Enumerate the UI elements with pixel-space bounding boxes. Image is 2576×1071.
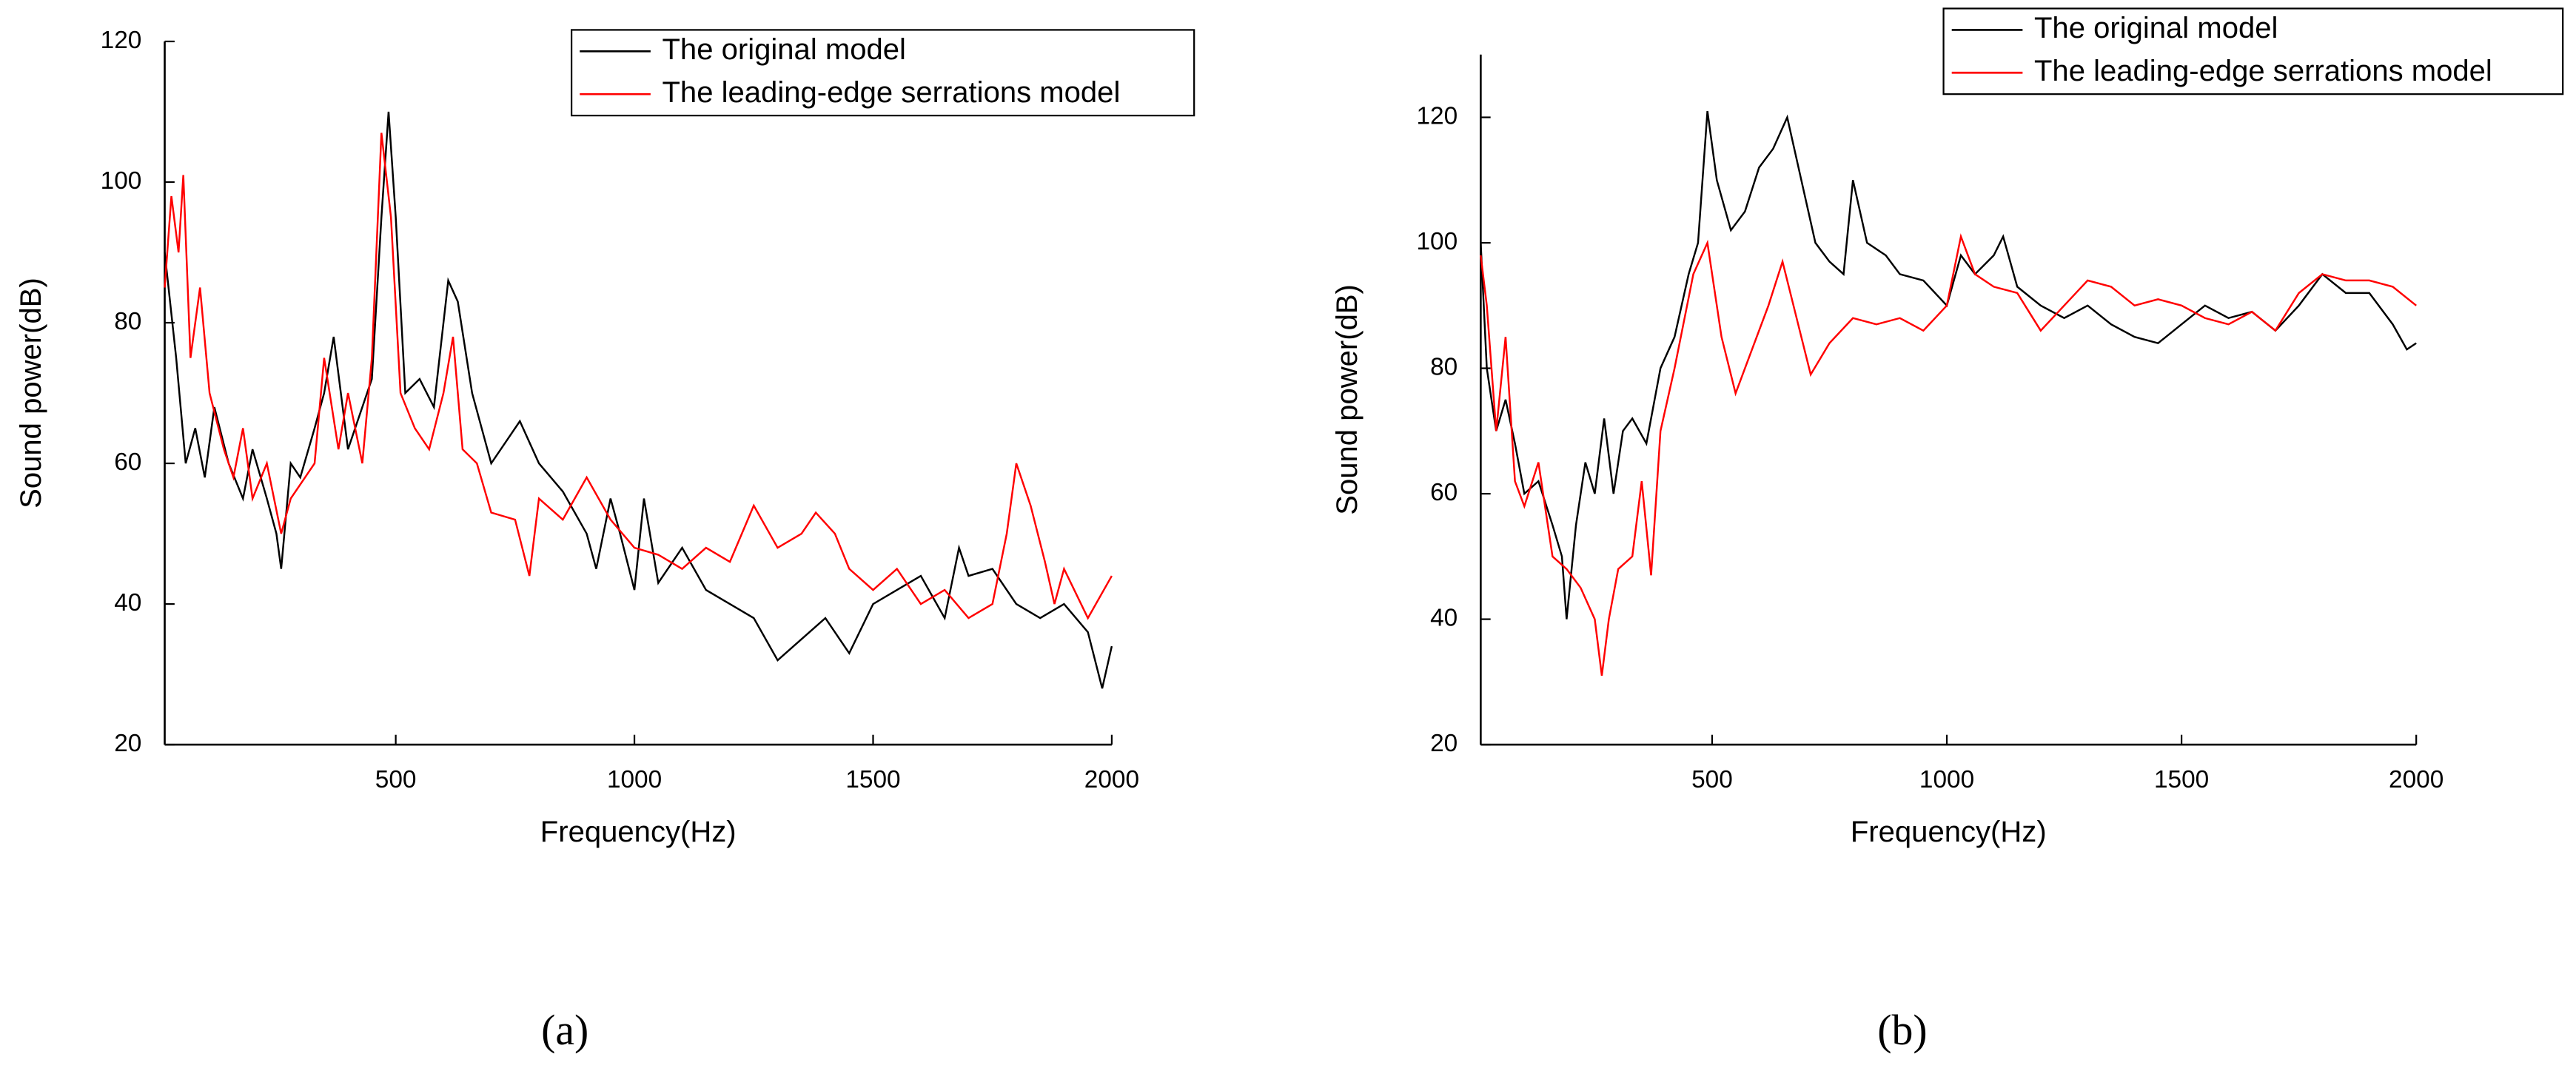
x-axis-label: Frequency(Hz) (1851, 816, 2047, 848)
data-line (164, 132, 1113, 620)
y-axis-label: Sound power(dB) (15, 278, 47, 508)
x-axis-label: Frequency(Hz) (540, 816, 737, 848)
data-line (164, 111, 1113, 689)
x-tick-label: 500 (1691, 766, 1733, 793)
legend-label: The original model (662, 33, 905, 66)
y-tick-label: 120 (1417, 102, 1458, 130)
y-tick-label: 60 (1430, 479, 1458, 506)
x-tick-label: 500 (375, 766, 417, 793)
y-tick-label: 20 (114, 730, 141, 757)
y-tick-label: 80 (1430, 353, 1458, 380)
y-tick-label: 120 (101, 27, 142, 54)
legend-box (570, 29, 1195, 117)
legend-label: The leading-edge serrations model (662, 76, 1120, 109)
caption: (b) (1877, 1006, 1927, 1054)
data-line (1480, 233, 2417, 676)
y-tick-label: 20 (1430, 730, 1458, 757)
x-tick-label: 1000 (1919, 766, 1974, 793)
y-tick-label: 100 (101, 167, 142, 195)
y-axis-label: Sound power(dB) (1331, 284, 1364, 515)
y-tick-label: 60 (114, 449, 141, 476)
y-tick-label: 100 (1417, 228, 1458, 255)
y-tick-label: 40 (1430, 604, 1458, 631)
legend-box (1942, 7, 2564, 95)
y-tick-label: 80 (114, 308, 141, 335)
legend-label: The original model (2034, 12, 2278, 44)
caption: (a) (541, 1006, 588, 1054)
legend-label: The leading-edge serrations model (2034, 55, 2492, 87)
data-line (1480, 110, 2417, 620)
y-tick-label: 40 (114, 589, 141, 617)
x-tick-label: 2000 (1084, 766, 1139, 793)
x-tick-label: 1500 (845, 766, 900, 793)
x-tick-label: 2000 (2389, 766, 2443, 793)
x-tick-label: 1000 (607, 766, 662, 793)
x-tick-label: 1500 (2154, 766, 2209, 793)
